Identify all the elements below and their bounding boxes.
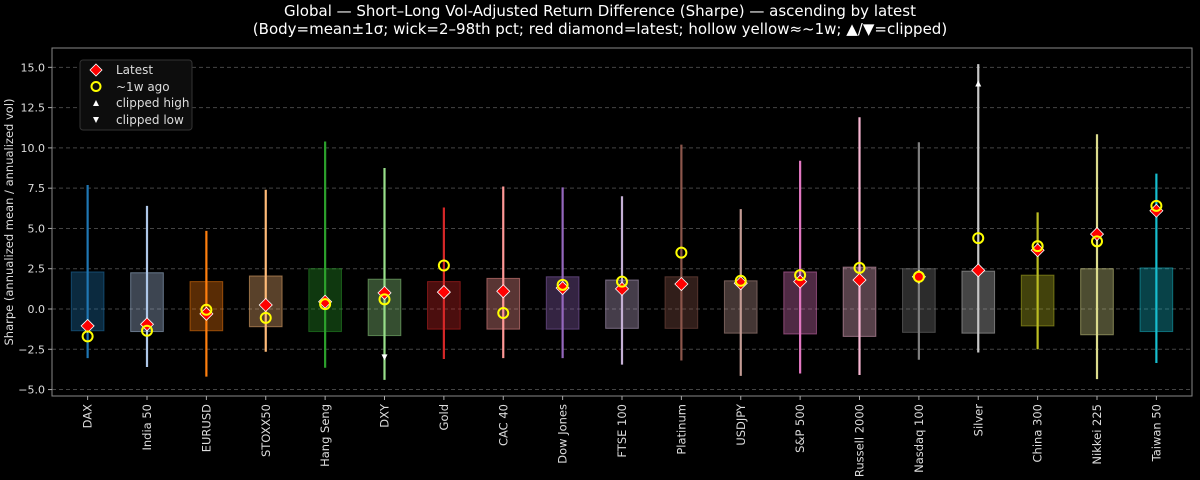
- marks: [70, 64, 1174, 380]
- y-tick-label: 10.0: [21, 142, 46, 155]
- legend-week-ago-marker-icon: [90, 81, 102, 92]
- latest-marker: [971, 263, 986, 278]
- week-ago-marker: [675, 246, 688, 259]
- series-cac-40: [486, 186, 521, 359]
- x-tick-label: Platinum: [674, 404, 688, 455]
- latest-marker: [852, 272, 867, 288]
- series-silver: [961, 64, 996, 353]
- week-ago-marker: [912, 270, 925, 283]
- series-eurusd: [189, 230, 224, 377]
- x-tick-label: DXY: [378, 403, 392, 428]
- latest-marker: [496, 284, 511, 299]
- x-tick-label: Nasdaq 100: [912, 404, 926, 473]
- x-tick-label: STOXX50: [259, 404, 273, 457]
- legend-clipped-low-marker-icon: [93, 117, 99, 123]
- y-axis-label: Sharpe (annualized mean / annualized vol…: [2, 98, 16, 345]
- series-china-300: [1020, 212, 1055, 350]
- y-tick-label: 15.0: [21, 61, 46, 74]
- x-tick-label: Hang Seng: [318, 404, 332, 467]
- legend-week-ago-label: ~1w ago: [116, 80, 170, 94]
- clipped-high-marker: [975, 80, 982, 87]
- week-ago-marker: [200, 303, 213, 316]
- series-nikkei-225: [1080, 134, 1114, 380]
- series-taiwan-50: [1139, 173, 1174, 363]
- latest-marker: [614, 281, 630, 296]
- legend-latest-label: Latest: [116, 63, 153, 77]
- week-ago-marker: [319, 298, 332, 311]
- series-gold: [427, 207, 461, 359]
- x-tick-label: DAX: [81, 404, 95, 429]
- y-tick-label: 0.0: [28, 303, 46, 316]
- legend-clipped-high-marker-icon: [93, 100, 99, 106]
- week-ago-marker: [1031, 240, 1044, 253]
- week-ago-marker: [794, 269, 807, 282]
- y-tick-label: 2.5: [28, 263, 46, 276]
- latest-marker: [674, 276, 689, 292]
- legend-clipped-low-label: clipped low: [116, 113, 184, 127]
- y-tick-label: 12.5: [21, 102, 46, 115]
- x-axis: DAX India 50 EURUSD STOXX50 Hang Seng DXY Gold…: [81, 396, 1163, 477]
- week-ago-marker: [81, 330, 94, 343]
- series-dax: [70, 184, 105, 359]
- latest-marker: [258, 297, 273, 313]
- x-tick-label: Taiwan 50: [1149, 404, 1163, 462]
- latest-marker: [436, 285, 451, 300]
- series-stoxx50: [248, 189, 283, 352]
- week-ago-marker: [734, 274, 747, 287]
- series-platinum: [664, 144, 699, 361]
- x-tick-label: China 300: [1031, 404, 1045, 462]
- x-tick-label: Silver: [971, 404, 985, 437]
- series-hang-seng: [308, 141, 342, 368]
- y-tick-label: 5.0: [28, 222, 46, 235]
- legend: Latest ~1w ago clipped high clipped low: [79, 59, 193, 131]
- week-ago-marker: [378, 293, 391, 306]
- series-usdjpy: [723, 209, 758, 376]
- x-tick-label: Dow Jones: [556, 404, 570, 464]
- series-india-50: [130, 205, 164, 367]
- clipped-low-marker: [381, 354, 388, 361]
- title-line: Global — Short–Long Vol-Adjusted Return …: [284, 2, 916, 20]
- latest-marker: [377, 285, 392, 300]
- week-ago-marker: [1150, 199, 1163, 212]
- legend-latest-marker-icon: [89, 63, 103, 77]
- y-tick-label: 7.5: [28, 182, 46, 195]
- latest-marker: [793, 274, 808, 289]
- x-tick-label: Russell 2000: [853, 404, 867, 477]
- series-dxy: [367, 168, 402, 380]
- week-ago-marker: [259, 311, 272, 324]
- week-ago-marker: [853, 261, 866, 274]
- week-ago-marker: [556, 278, 569, 291]
- latest-marker: [139, 317, 155, 332]
- x-tick-label: FTSE 100: [615, 404, 629, 458]
- week-ago-marker: [1091, 235, 1103, 248]
- series-s-p-500: [783, 160, 817, 374]
- legend-box: [79, 59, 193, 131]
- legend-clipped-high-label: clipped high: [116, 96, 189, 110]
- series-dow-jones: [545, 187, 580, 359]
- x-tick-label: S&P 500: [793, 404, 807, 453]
- x-tick-label: Nikkei 225: [1090, 404, 1104, 465]
- latest-marker: [80, 318, 95, 333]
- subtitle-line: (Body=mean±1σ; wick=2–98th pct; red diam…: [252, 20, 948, 38]
- x-tick-label: EURUSD: [199, 404, 213, 452]
- week-ago-marker: [972, 232, 985, 245]
- week-ago-marker: [616, 275, 628, 288]
- x-tick-label: USDJPY: [734, 403, 748, 446]
- x-tick-label: CAC 40: [496, 404, 510, 446]
- y-axis: −5.0 −2.5 0.0 2.5 5.0 7.5 10.0 12.5 15.0: [18, 61, 52, 397]
- week-ago-marker: [141, 324, 153, 337]
- y-tick-label: −5.0: [18, 384, 45, 397]
- x-tick-label: Gold: [437, 404, 451, 430]
- x-tick-label: India 50: [140, 404, 154, 451]
- week-ago-marker: [497, 307, 510, 320]
- series-russell-2000: [842, 117, 877, 376]
- series-nasdaq-100: [902, 142, 936, 360]
- week-ago-marker: [437, 259, 450, 272]
- series-ftse-100: [605, 196, 639, 365]
- y-tick-label: −2.5: [18, 343, 45, 356]
- chart-title: Global — Short–Long Vol-Adjusted Return …: [0, 2, 1200, 38]
